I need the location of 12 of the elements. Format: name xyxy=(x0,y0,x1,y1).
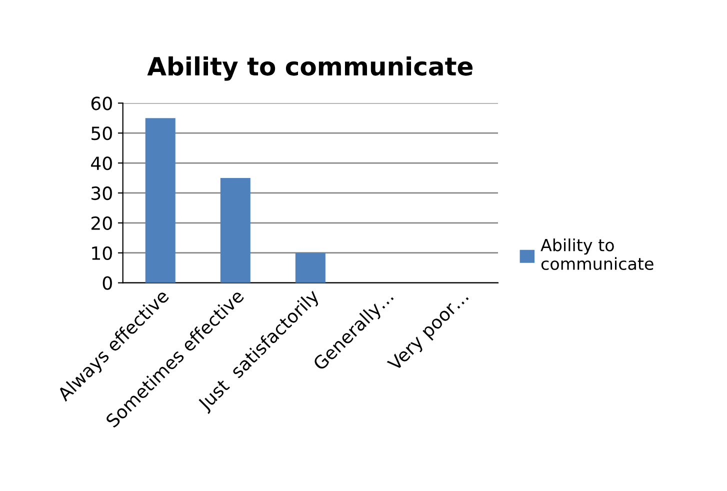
chart-title: Ability to communicate xyxy=(147,56,473,81)
bar xyxy=(145,118,176,283)
y-tick-label: 10 xyxy=(92,246,112,260)
y-tick-label: 50 xyxy=(92,126,112,140)
y-tick-label: 60 xyxy=(91,96,112,110)
y-tick-label: 20 xyxy=(91,216,112,230)
bar xyxy=(295,252,326,283)
legend-label: Ability to communicate xyxy=(540,238,654,270)
y-tick-label: 0 xyxy=(102,276,112,290)
y-tick-label: 30 xyxy=(92,186,112,200)
y-tick-label: 40 xyxy=(91,156,112,170)
bar xyxy=(220,178,250,283)
